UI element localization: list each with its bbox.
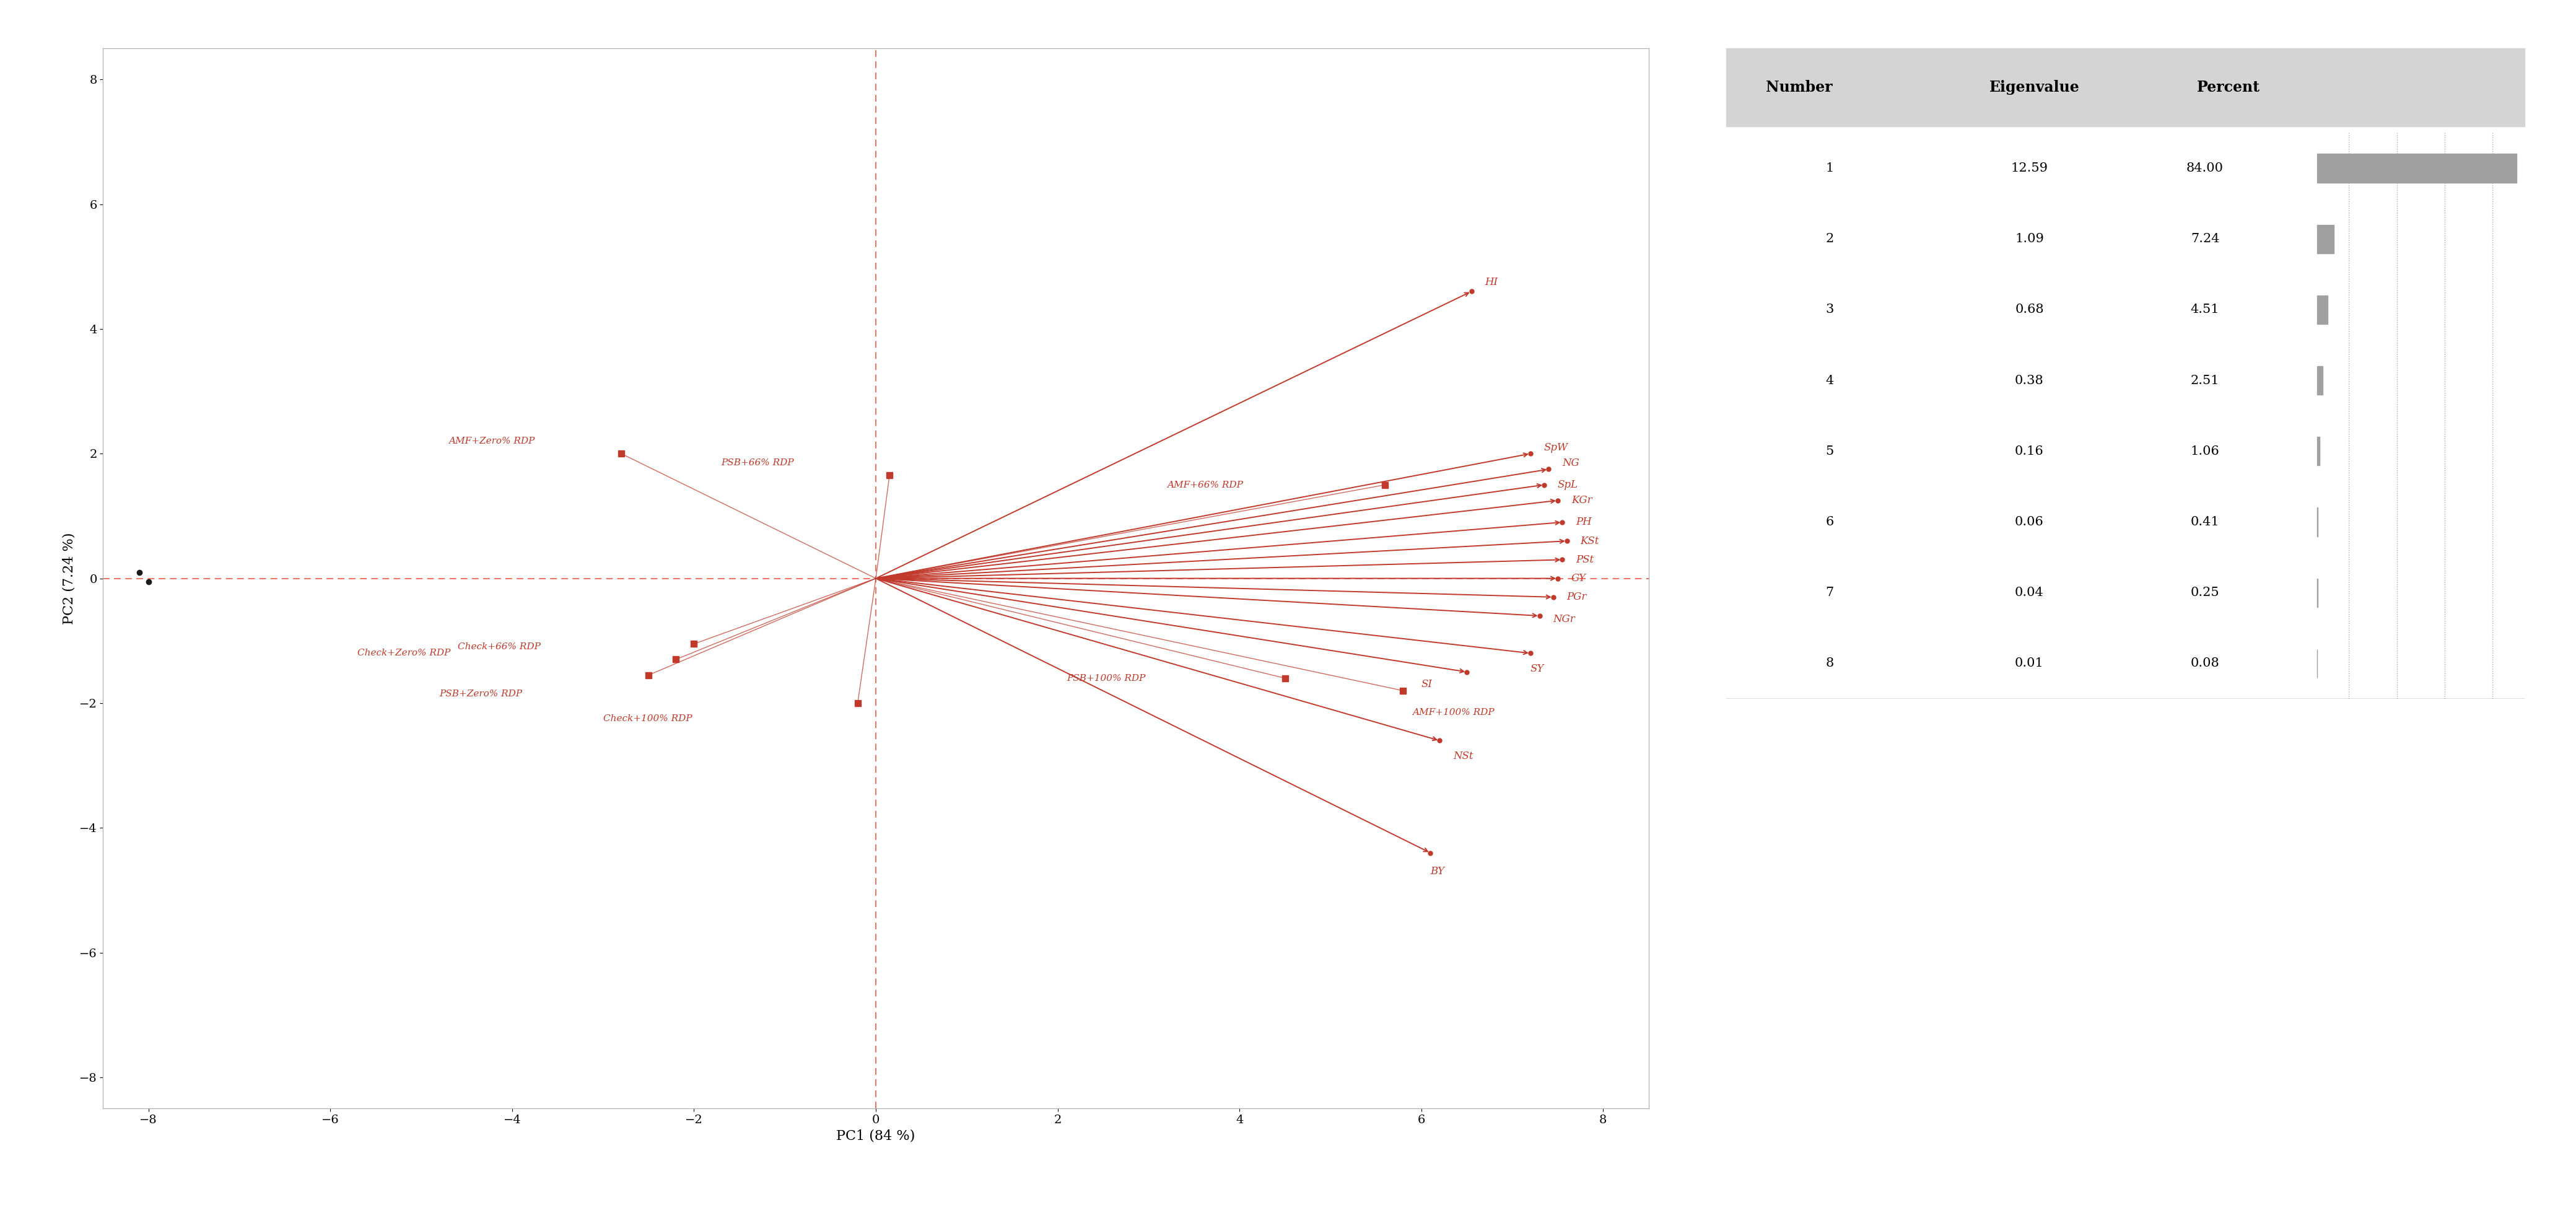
Y-axis label: PC2 (7.24 %): PC2 (7.24 %) [62,533,75,624]
Text: PSB+Zero% RDP: PSB+Zero% RDP [440,689,523,698]
Text: PGr: PGr [1566,592,1587,602]
Text: 12.59: 12.59 [2012,163,2048,174]
Bar [2316,295,2329,324]
Text: 6: 6 [1826,516,1834,528]
Text: 5: 5 [1826,446,1834,457]
Text: Percent: Percent [2197,80,2259,95]
Text: PSB+100% RDP: PSB+100% RDP [1066,674,1146,682]
Text: Number: Number [1767,80,1832,95]
Text: 7.24: 7.24 [2190,233,2221,245]
Text: PH: PH [1577,517,1592,528]
Text: Check+Zero% RDP: Check+Zero% RDP [358,649,451,658]
Text: 8: 8 [1826,658,1834,670]
Bar [2316,366,2324,395]
Text: 0.06: 0.06 [2014,516,2043,528]
Text: 0.16: 0.16 [2014,446,2043,457]
Text: GY: GY [1571,574,1587,583]
Text: 1.06: 1.06 [2190,446,2221,457]
Text: PSt: PSt [1577,554,1595,565]
X-axis label: PC1 (84 %): PC1 (84 %) [837,1129,914,1142]
Text: 2: 2 [1826,233,1834,245]
Text: NSt: NSt [1453,751,1473,762]
Text: 4.51: 4.51 [2190,304,2221,316]
Text: Check+66% RDP: Check+66% RDP [459,642,541,652]
Text: 1.09: 1.09 [2014,233,2043,245]
Text: AMF+Zero% RDP: AMF+Zero% RDP [448,437,536,446]
Bar [2316,154,2517,182]
Text: 0.01: 0.01 [2014,658,2043,670]
Text: 0.68: 0.68 [2014,304,2043,316]
Text: KGr: KGr [1571,495,1592,506]
Text: 7: 7 [1826,587,1834,599]
Text: KSt: KSt [1582,536,1600,546]
Text: NG: NG [1561,458,1579,469]
Text: 4: 4 [1826,375,1834,387]
Text: 0.25: 0.25 [2190,587,2221,599]
Text: PSB+66% RDP: PSB+66% RDP [721,459,793,468]
Bar [2316,224,2334,253]
Text: NGr: NGr [1553,613,1577,624]
Text: HI: HI [1484,277,1499,287]
Text: SY: SY [1530,664,1543,674]
Text: 1: 1 [1826,163,1834,174]
Text: 0.41: 0.41 [2190,516,2221,528]
Text: 0.04: 0.04 [2014,587,2043,599]
Text: AMF+100% RDP: AMF+100% RDP [1412,709,1494,717]
Text: SpW: SpW [1543,442,1569,453]
Text: SI: SI [1422,680,1432,689]
Text: Eigenvalue: Eigenvalue [1989,80,2079,95]
Text: AMF+66% RDP: AMF+66% RDP [1167,481,1242,489]
Bar [1726,48,2524,127]
Text: SpL: SpL [1558,480,1579,490]
Text: 0.38: 0.38 [2014,375,2043,387]
Text: 2.51: 2.51 [2190,375,2221,387]
Text: BY: BY [1430,866,1445,877]
Text: 3: 3 [1826,304,1834,316]
Text: 0.08: 0.08 [2190,658,2221,670]
Text: 84.00: 84.00 [2187,163,2223,174]
Text: Check+100% RDP: Check+100% RDP [603,715,693,723]
